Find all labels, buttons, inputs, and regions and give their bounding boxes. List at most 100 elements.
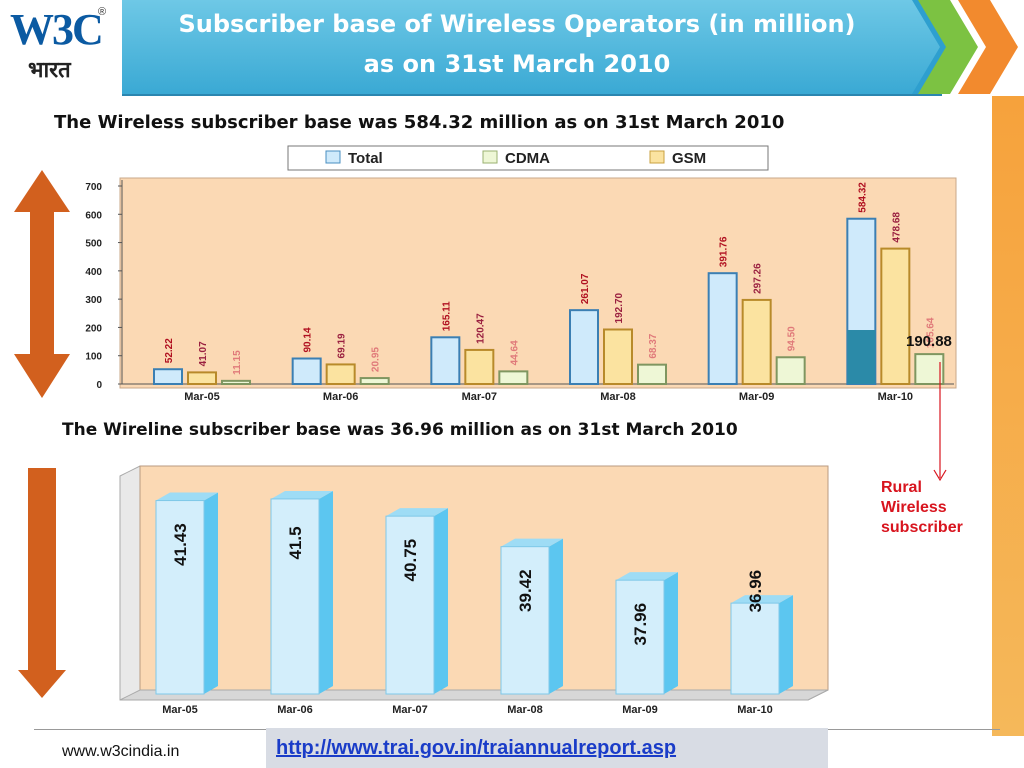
page-title: Subscriber base of Wireless Operators (i… (122, 4, 912, 84)
legend-swatch-gsm (649, 150, 665, 164)
bar-total (707, 272, 738, 386)
page-title-line2: as on 31st March 2010 (363, 50, 671, 78)
bar-cdma (637, 363, 667, 386)
rural-wireless-value: 190.88 (906, 333, 952, 350)
data-label: 90.14 (303, 327, 314, 352)
y-tick-label: 100 (85, 352, 102, 363)
data-label: 391.76 (719, 236, 730, 267)
footer-url-box (266, 728, 828, 768)
double-arrow-icon-top (14, 170, 70, 398)
bar-wireline (500, 546, 550, 695)
wireless-chart-plot-area (119, 177, 957, 389)
y-tick-label: 700 (85, 182, 102, 193)
data-label: 68.37 (648, 333, 659, 358)
data-label: 41.43 (171, 523, 190, 566)
bar-total (153, 368, 183, 385)
x-category-label: Mar-05 (184, 391, 219, 403)
data-label: 36.96 (746, 570, 765, 613)
x-category-label: Mar-06 (323, 391, 358, 403)
x-category-label: Mar-10 (878, 391, 913, 403)
wireless-subtitle: The Wireless subscriber base was 584.32 … (54, 112, 785, 133)
chevron-green-icon (918, 0, 978, 94)
bar-total (430, 336, 461, 385)
x-category-label: Mar-05 (162, 704, 197, 716)
data-label: 297.26 (753, 263, 764, 294)
bar-gsm (325, 363, 356, 385)
data-label: 120.47 (475, 313, 486, 344)
data-label: 20.95 (371, 347, 382, 372)
bar-top (616, 572, 678, 581)
legend-label-total: Total (348, 150, 383, 167)
bar-wireline (270, 498, 320, 695)
wireless-chart-legend: Total CDMA GSM (287, 145, 769, 171)
legend-label-cdma: CDMA (505, 150, 550, 167)
bar-wireline (730, 602, 780, 695)
legend-swatch-cdma (482, 150, 498, 164)
data-label: 192.70 (614, 292, 625, 323)
bar-side (549, 538, 563, 694)
wireline-subtitle: The Wireline subscriber base was 36.96 m… (62, 420, 738, 440)
bar-gsm (187, 371, 217, 385)
bar-gsm (464, 348, 495, 385)
logo-w3c-text: W3C (10, 5, 104, 54)
data-label: 44.64 (509, 340, 520, 365)
legend-swatch-total (325, 150, 341, 164)
data-label: 261.07 (580, 273, 591, 304)
footer-source-link[interactable]: http://www.trai.gov.in/traiannualreport.… (276, 737, 677, 759)
bar-wireline (615, 579, 665, 695)
bar-top (731, 595, 793, 604)
w3c-bharat-logo: W3C ® भारत (0, 0, 122, 96)
y-tick-label: 0 (96, 380, 102, 391)
header-banner (122, 0, 942, 96)
bar-cdma (914, 353, 945, 385)
legend-label-gsm: GSM (672, 150, 706, 167)
bar-cdma (221, 379, 251, 385)
rural-annotation-arrow (933, 362, 947, 482)
wireless-chart: 0 100 200 300 400 500 600 700 52.22 41.07 11.15 90… (85, 177, 957, 403)
bar-total (569, 309, 599, 385)
bar-wireline (385, 515, 435, 695)
bar-total (291, 357, 322, 386)
data-label: 41.07 (198, 341, 209, 366)
data-label: 478.68 (891, 212, 902, 243)
bar-side (319, 490, 333, 694)
y-tick-label: 500 (85, 239, 102, 250)
logo-registered-mark: ® (98, 6, 107, 18)
bar-rural-wireless (847, 330, 876, 384)
data-label: 165.11 (441, 301, 452, 331)
x-category-label: Mar-10 (737, 704, 772, 716)
chevron-orange-icon (958, 0, 1018, 94)
data-label: 40.75 (401, 539, 420, 582)
page-title-line1: Subscriber base of Wireless Operators (i… (178, 10, 856, 38)
x-category-label: Mar-08 (507, 704, 542, 716)
bar-top (271, 490, 333, 499)
footer-website: www.w3cindia.in (62, 743, 180, 760)
side-orange-strip (992, 96, 1024, 736)
y-tick-label: 300 (85, 295, 102, 306)
bar-side (779, 595, 793, 694)
data-label: 94.50 (787, 326, 798, 351)
bar-cdma (359, 377, 390, 386)
data-label: 37.96 (631, 603, 650, 646)
bar-side (434, 508, 448, 694)
x-category-label: Mar-07 (462, 391, 497, 403)
bar-side (204, 492, 218, 694)
x-category-label: Mar-07 (392, 704, 427, 716)
bar-top (386, 508, 448, 517)
data-label: 39.42 (516, 569, 535, 612)
bar-top (156, 492, 218, 501)
data-label: 11.15 (232, 350, 243, 375)
x-category-label: Mar-09 (739, 391, 774, 403)
bar-wireline (155, 500, 205, 695)
bar-cdma (498, 370, 529, 386)
x-category-label: Mar-08 (600, 391, 635, 403)
bar-gsm (603, 328, 633, 386)
bar-side (664, 572, 678, 694)
rural-wireless-label: Rural Wireless subscriber (881, 479, 963, 536)
logo-bharat-text: भारत (28, 58, 71, 83)
wireline-chart: 41.43 41.5 40.75 39.42 37.96 36.96 Mar-05 Mar-… (119, 465, 829, 716)
data-label: 41.5 (286, 526, 305, 559)
y-tick-label: 600 (85, 210, 102, 221)
bar-cdma (775, 356, 806, 385)
